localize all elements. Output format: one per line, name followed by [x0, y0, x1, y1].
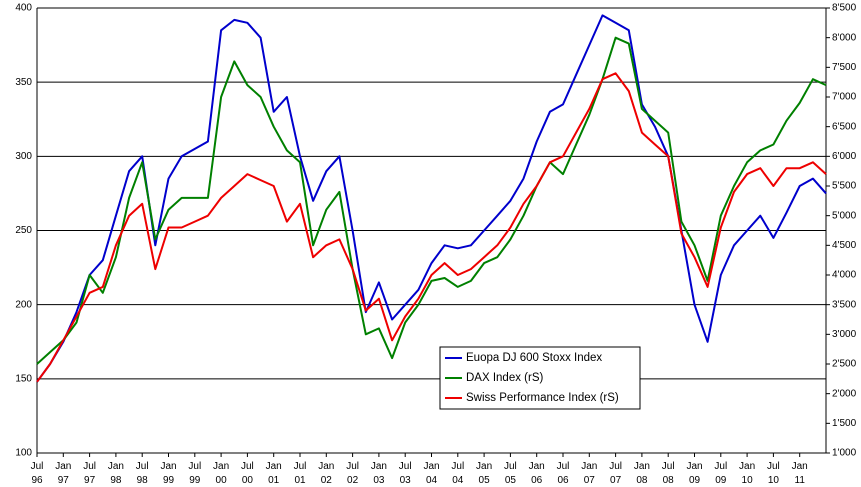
x-tick-label: Jan 03 [371, 461, 387, 486]
y2-tick-label: 4'500 [832, 240, 857, 251]
x-tick-label: Jul 01 [294, 461, 307, 486]
y2-tick-label: 2'500 [832, 359, 857, 370]
x-tick-label: Jul 97 [83, 461, 96, 486]
x-tick-label: Jul 02 [346, 461, 359, 486]
legend-label: Euopa DJ 600 Stoxx Index [466, 352, 602, 364]
x-tick-label: Jul 08 [662, 461, 675, 486]
legend: Euopa DJ 600 Stoxx Index DAX Index (rS) Sw… [439, 346, 641, 410]
x-tick-label: Jan 11 [792, 461, 808, 486]
x-tick-label: Jul 09 [714, 461, 727, 486]
y2-tick-label: 8'000 [832, 32, 857, 43]
y2-tick-label: 6'500 [832, 121, 857, 132]
x-tick-label: Jan 05 [476, 461, 492, 486]
x-tick-label: Jan 02 [318, 461, 334, 486]
y-tick-label: 250 [15, 225, 32, 236]
y2-tick-label: 5'000 [832, 210, 857, 221]
x-tick-label: Jul 03 [399, 461, 412, 486]
x-tick-label: Jan 04 [423, 461, 439, 486]
x-tick-label: Jul 04 [451, 461, 464, 486]
x-tick-label: Jul 96 [31, 461, 44, 486]
x-tick-label: Jul 00 [241, 461, 254, 486]
y-tick-label: 300 [15, 151, 32, 162]
series-line [36, 36, 827, 365]
x-tick-label: Jul 06 [557, 461, 570, 486]
x-tick-label: Jan 00 [213, 461, 229, 486]
y2-tick-label: 8'500 [832, 3, 857, 14]
x-tick-label: Jul 10 [767, 461, 780, 486]
y2-tick-label: 3'500 [832, 299, 857, 310]
legend-label: DAX Index (rS) [466, 372, 543, 384]
x-tick-label: Jan 01 [266, 461, 282, 486]
y2-tick-label: 1'500 [832, 418, 857, 429]
legend-label: Swiss Performance Index (rS) [466, 392, 619, 404]
y-tick-label: 350 [15, 77, 32, 88]
x-tick-label: Jan 97 [55, 461, 71, 486]
x-tick-label: Jul 98 [136, 461, 149, 486]
legend-box [439, 346, 641, 410]
series-line [36, 72, 827, 383]
series-line [36, 14, 827, 383]
y2-tick-label: 5'500 [832, 181, 857, 192]
x-tick-label: Jul 99 [188, 461, 201, 486]
y2-tick-label: 6'000 [832, 151, 857, 162]
x-tick-label: Jan 06 [529, 461, 545, 486]
x-tick-label: Jul 05 [504, 461, 517, 486]
y-tick-label: 400 [15, 3, 32, 14]
y2-tick-label: 4'000 [832, 270, 857, 281]
x-tick-label: Jan 09 [686, 461, 702, 486]
y2-tick-label: 2'000 [832, 388, 857, 399]
x-tick-label: Jan 98 [108, 461, 124, 486]
x-tick-label: Jan 08 [634, 461, 650, 486]
x-tick-label: Jul 07 [609, 461, 622, 486]
y-tick-label: 100 [15, 448, 32, 459]
y2-tick-label: 7'000 [832, 92, 857, 103]
x-tick-label: Jan 07 [581, 461, 597, 486]
x-tick-label: Jan 10 [739, 461, 755, 486]
y2-tick-label: 3'000 [832, 329, 857, 340]
x-tick-label: Jan 99 [160, 461, 176, 486]
y2-tick-label: 1'000 [832, 448, 857, 459]
y-tick-label: 150 [15, 373, 32, 384]
y-tick-label: 200 [15, 299, 32, 310]
y2-tick-label: 7'500 [832, 62, 857, 73]
